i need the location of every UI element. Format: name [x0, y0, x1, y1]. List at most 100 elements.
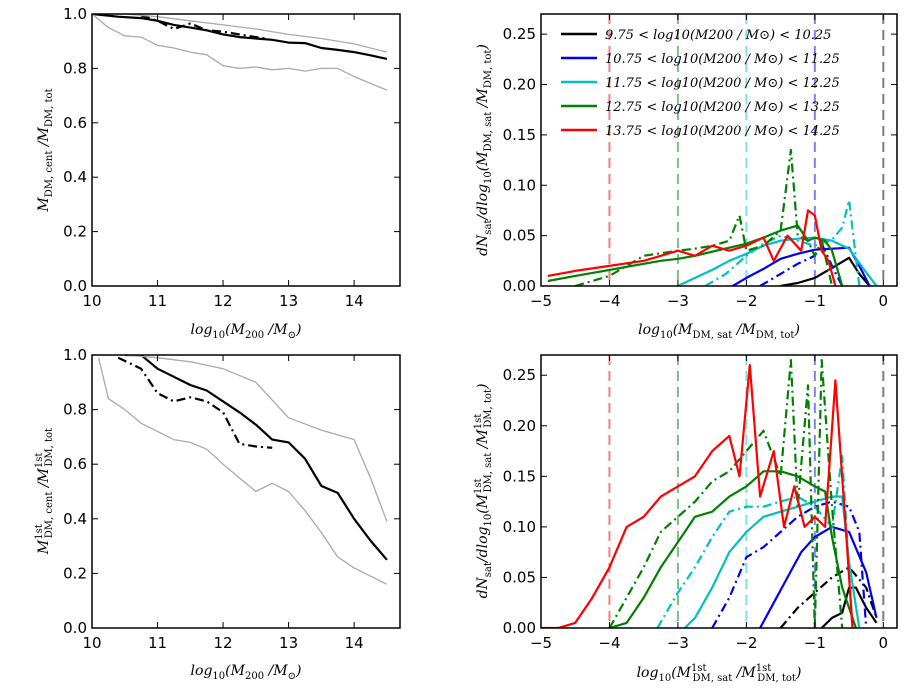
panel-top-right: −5 −4 −3 −2 −1 0 0.00 0.05 0.10 0.15 0.20 0.25 9.7…: [475, 13, 898, 341]
reference-lines: [608, 355, 885, 628]
x-axis-label: log10(M200 /M⊙): [191, 322, 302, 341]
series-lower: [97, 357, 388, 585]
y-tick-label: 0.25: [503, 25, 536, 43]
y-tick-label: 0.15: [503, 126, 536, 144]
y-tick-label: 0.20: [503, 76, 536, 94]
x-tick-label: 13: [279, 292, 298, 310]
x-tick-label: 10: [82, 292, 101, 310]
series-blue-dd: [711, 500, 868, 628]
x-axis-label: log10(M200 /M⊙): [191, 663, 302, 682]
x-tick-label: 0: [879, 634, 889, 652]
series-dashdot: [140, 14, 266, 40]
y-tick-label: 0.10: [503, 518, 536, 536]
x-ticks: 10 11 12 13 14: [82, 355, 364, 652]
y-ticks: 0.0 0.2 0.4 0.6 0.8 1.0: [63, 346, 400, 637]
x-tick-label: −2: [735, 634, 757, 652]
y-tick-label: 0.2: [63, 564, 87, 582]
y-tick-label: 0.15: [503, 467, 536, 485]
y-tick-label: 0.05: [503, 568, 536, 586]
legend-label: 9.75 < log10(M200 / M⊙) < 10.25: [605, 28, 831, 43]
series-green: [547, 224, 844, 286]
y-tick-label: 0.0: [63, 277, 87, 295]
series-cyan: [677, 236, 878, 286]
reference-lines: [608, 14, 885, 286]
panel-bottom-right: −5 −4 −3 −2 −1 0 0.00 0.05 0.10 0.15 0.20 0.25 log…: [473, 354, 898, 684]
series-dashdot: [117, 356, 273, 449]
x-tick-label: 13: [279, 634, 298, 652]
x-tick-label: 12: [214, 292, 233, 310]
series-blue: [732, 246, 871, 286]
panel-top-left: 10 11 12 13 14 0.0 0.2 0.4 0.6 0.8 1.0 log10(M200…: [36, 5, 401, 341]
y-axis-label: MDM, cent /MDM, tot: [36, 88, 55, 212]
series-cyan: [684, 495, 861, 628]
y-tick-label: 0.6: [63, 114, 87, 132]
x-axis-label: log10(MDM, sat /MDM, tot): [638, 322, 800, 341]
legend-label: 10.75 < log10(M200 / M⊙) < 11.25: [605, 52, 840, 67]
legend: 9.75 < log10(M200 / M⊙) < 10.25 10.75 < l…: [561, 28, 840, 139]
axes-frame: [540, 13, 898, 287]
x-tick-label: −3: [667, 292, 689, 310]
x-tick-label: 10: [82, 634, 101, 652]
x-tick-label: −1: [804, 292, 826, 310]
axes-frame: [91, 13, 401, 287]
y-tick-label: 0.00: [503, 619, 536, 637]
y-tick-label: 0.10: [503, 176, 536, 194]
y-axis-label: dNsat/dlog10(M1stDM, sat /M1stDM, tot): [473, 384, 494, 599]
y-tick-label: 0.2: [63, 223, 87, 241]
series-cyan-dd: [656, 455, 854, 628]
y-ticks: 0.0 0.2 0.4 0.6 0.8 1.0: [63, 5, 400, 295]
y-ticks: 0.00 0.05 0.10 0.15 0.20 0.25: [503, 366, 897, 637]
y-tick-label: 0.4: [63, 510, 87, 528]
y-tick-label: 0.8: [63, 401, 87, 419]
series-red: [541, 364, 854, 628]
axes-frame: [91, 354, 401, 629]
plot-area-bottom-left: [97, 355, 388, 585]
x-tick-label: −4: [598, 292, 620, 310]
x-tick-label: −5: [530, 634, 552, 652]
y-tick-label: 0.6: [63, 455, 87, 473]
x-tick-label: 11: [148, 634, 167, 652]
x-axis-label: log10(M1st DM, sat /M1st DM, tot): [637, 663, 802, 684]
series-red: [547, 209, 837, 286]
series-upper: [92, 14, 388, 53]
x-tick-label: 11: [148, 292, 167, 310]
y-axis-label: dNsat/dlog10(MDM, sat /MDM, tot): [475, 44, 494, 256]
series-black-dd: [779, 566, 878, 628]
y-axis-label: M1stDM, cent /M1stDM, tot: [34, 428, 55, 555]
y-tick-label: 1.0: [63, 5, 87, 23]
series-cyan-dd: [704, 199, 861, 286]
x-tick-label: −2: [735, 292, 757, 310]
x-tick-label: −4: [598, 634, 620, 652]
legend-label: 13.75 < log10(M200 / M⊙) < 14.25: [605, 124, 840, 139]
series-green-dd: [574, 148, 834, 286]
plot-area-top-right: [547, 148, 878, 286]
y-tick-label: 1.0: [63, 346, 87, 364]
plot-area-top-left: [92, 14, 388, 91]
series-median: [124, 355, 388, 561]
series-green-dd: [608, 359, 844, 628]
legend-label: 11.75 < log10(M200 / M⊙) < 12.25: [605, 76, 840, 91]
panel-bottom-left: 10 11 12 13 14 0.0 0.2 0.4 0.6 0.8 1.0 log10(M200…: [34, 346, 401, 682]
y-tick-label: 0.20: [503, 417, 536, 435]
x-tick-label: 14: [345, 292, 364, 310]
y-tick-label: 0.8: [63, 59, 87, 77]
x-ticks: −5 −4 −3 −2 −1 0: [530, 14, 888, 310]
y-tick-label: 0.00: [503, 277, 536, 295]
series-upper: [98, 355, 388, 522]
series-lower: [92, 14, 388, 91]
legend-label: 12.75 < log10(M200 / M⊙) < 13.25: [605, 100, 840, 115]
y-tick-label: 0.4: [63, 168, 87, 186]
x-ticks: −5 −4 −3 −2 −1 0: [530, 355, 888, 652]
series-blue: [759, 525, 878, 628]
y-tick-label: 0.0: [63, 619, 87, 637]
x-tick-label: 0: [879, 292, 889, 310]
x-tick-label: −1: [804, 634, 826, 652]
y-ticks: 0.00 0.05 0.10 0.15 0.20 0.25: [503, 25, 897, 295]
plot-area-bottom-right: [541, 359, 878, 628]
axes-frame: [540, 354, 898, 629]
x-tick-label: −3: [667, 634, 689, 652]
x-ticks: 10 11 12 13 14: [82, 14, 364, 310]
x-tick-label: 14: [345, 634, 364, 652]
x-tick-label: 12: [214, 634, 233, 652]
